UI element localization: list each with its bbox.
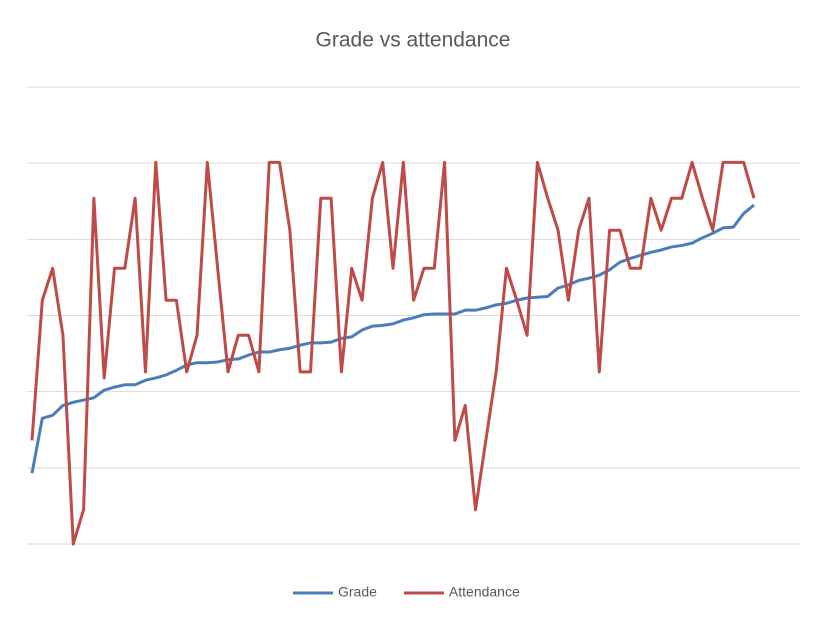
legend-label: Attendance <box>449 584 520 600</box>
chart-title: Grade vs attendance <box>316 29 511 52</box>
line-series <box>30 203 755 474</box>
line-series <box>30 160 756 546</box>
legend-label: Grade <box>338 584 377 600</box>
